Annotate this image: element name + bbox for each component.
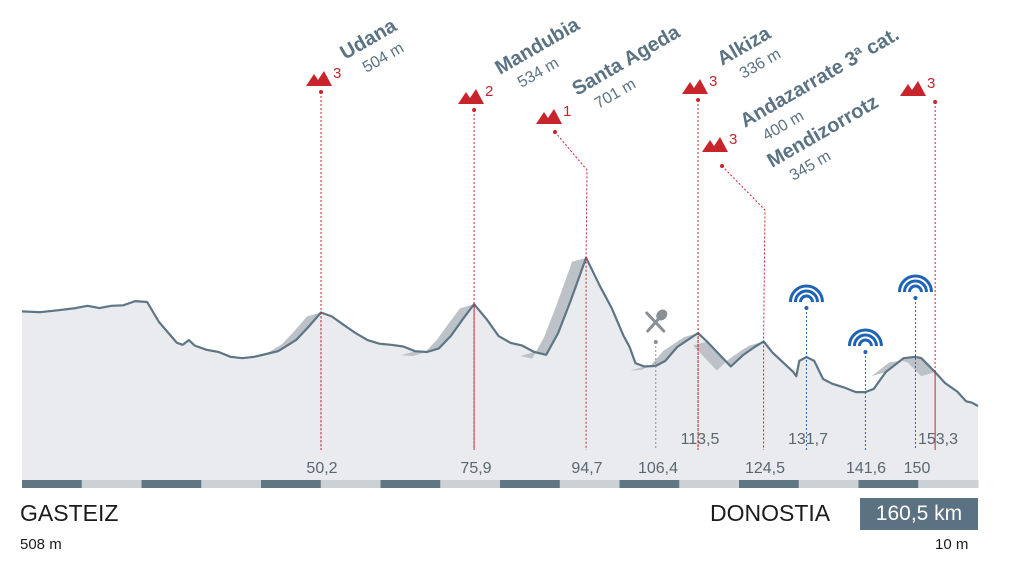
signal-waves-icon [788,284,824,303]
mountain-shape [900,81,926,96]
mountain-category-icon: 3 [682,73,717,94]
climb-marker-dot [720,164,724,168]
km-label: 113,5 [681,431,720,448]
fork-spoon-icon [645,309,668,333]
signal-arc [852,333,878,347]
mountain-shape [306,71,332,86]
climb-marker-dot [933,100,938,104]
km-label: 141,6 [846,460,886,477]
climb-slope-shading [401,304,475,356]
distance-scale-segment [739,480,800,488]
km-label: 106,4 [638,460,678,477]
start-city-name: GASTEIZ [20,500,119,526]
finish-city-name: DONOSTIA [710,500,831,526]
km-label: 124,5 [745,460,785,477]
distance-scale-segment [500,480,561,488]
start-altitude: 508 m [20,536,62,553]
climb-category-number: 1 [563,103,571,120]
signal-arc [902,279,928,293]
mountain-shape [458,89,484,104]
climb-slope-shading [871,356,936,377]
signal-arc [798,294,814,303]
km-label: 50,2 [306,460,337,477]
signal-arc [857,338,873,347]
signal-waves-icon [897,274,933,293]
climb-slope-shading [630,333,698,371]
distance-scale-segment [440,480,501,488]
sprint-marker-dot [863,350,868,354]
mountain-shape [702,137,728,152]
mountain-category-icon: 3 [702,131,737,152]
distance-scale-segment [141,480,202,488]
sprint-marker-dot [804,306,809,310]
climb-category-number: 3 [729,131,737,148]
km-label: 94,7 [571,460,602,477]
distance-scale-segment [320,480,381,488]
distance-scale-segment [679,480,740,488]
signal-arc [788,284,824,303]
distance-scale-segment [918,480,979,488]
feed-zone-dot [653,340,658,344]
mountain-category-icon: 3 [900,75,935,96]
mountain-shape [536,109,562,124]
signal-arc [897,274,933,293]
km-label: 131,7 [788,431,828,448]
climb-marker-dot [472,108,477,112]
sprint-marker-dot [913,296,918,300]
spoon-bowl [656,309,668,321]
profile-area [22,257,978,480]
distance-scale-segment [22,480,83,488]
mountain-category-icon: 3 [306,65,341,86]
km-label: 153,3 [918,431,958,448]
mountain-category-icon: 2 [458,83,493,104]
mountain-category-icon: 1 [536,103,571,124]
climb-leader-line [721,165,766,342]
km-label: 75,9 [460,460,491,477]
climb-category-number: 3 [333,65,341,82]
distance-scale-segment [81,480,142,488]
climb-category-number: 3 [709,73,717,90]
climb-marker-dot [319,90,324,94]
climb-marker-dot [553,130,557,134]
signal-arc [907,284,923,293]
signal-arc [793,289,819,303]
climb-slope-shading [252,312,321,358]
km-label: 150 [904,460,931,477]
climb-marker-dot [696,98,701,102]
climb-slope-shading [520,257,587,359]
signal-waves-icon [847,328,883,347]
distance-scale-segment [798,480,859,488]
signal-arc [847,328,883,347]
distance-scale-segment [261,480,322,488]
profile-line [21,256,979,407]
distance-scale-segment [858,480,919,488]
climb-category-number: 3 [927,75,935,92]
distance-scale-segment [559,480,620,488]
distance-scale-segment [380,480,441,488]
distance-scale-segment [619,480,680,488]
climb-slope-shading [693,341,764,371]
finish-altitude: 10 m [935,536,969,553]
climb-category-number: 2 [485,83,493,100]
total-distance-badge: 160,5 km [860,498,978,530]
climb-leader-line [554,131,588,258]
distance-scale-segment [201,480,262,488]
mountain-shape [682,79,708,94]
